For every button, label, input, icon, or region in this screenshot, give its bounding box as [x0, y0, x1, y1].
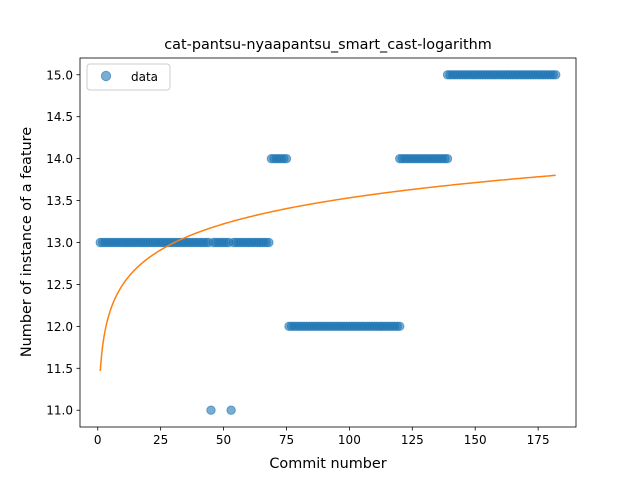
y-tick-label: 14.0: [46, 152, 73, 166]
y-tick-label: 11.5: [46, 362, 73, 376]
legend-frame: [86, 63, 171, 91]
data-point: [264, 237, 274, 248]
y-tick-label: 12.5: [46, 278, 73, 292]
x-tick-label: 50: [216, 433, 231, 447]
y-tick-label: 12.0: [46, 320, 73, 334]
chart-title: cat-pantsu-nyaapantsu_smart_cast-logarit…: [164, 37, 492, 53]
data-point: [206, 405, 216, 415]
x-tick-label: 75: [279, 433, 294, 447]
legend: data: [86, 63, 171, 91]
axes: 0 25 50 75 100 125 150 175 11.0 11.5 12.0 12.5 13.0 1…: [46, 57, 577, 447]
y-tick-label: 14.5: [46, 110, 73, 124]
x-axis-label: Commit number: [269, 456, 386, 472]
plot-area: [95, 70, 561, 415]
legend-marker-data: [100, 70, 112, 82]
x-tick-label: 100: [338, 433, 361, 447]
x-tick-label: 25: [153, 433, 168, 447]
fit-line: [99, 174, 556, 372]
y-tick-label: 13.0: [46, 236, 73, 250]
y-tick-label: 11.0: [46, 404, 73, 418]
y-axis-label: Number of instance of a feature: [19, 127, 35, 357]
data-point: [395, 321, 405, 332]
data-point: [226, 405, 236, 415]
data-point: [281, 153, 292, 164]
legend-label-data: data: [131, 70, 158, 84]
x-tick-label: 125: [401, 433, 424, 447]
data-point: [442, 153, 453, 164]
x-tick-label: 175: [527, 433, 550, 447]
y-tick-label: 13.5: [46, 194, 73, 208]
y-tick-label: 15.0: [46, 68, 73, 82]
x-tick-label: 0: [94, 433, 102, 447]
data-point: [551, 70, 561, 80]
x-tick-label: 150: [464, 433, 487, 447]
